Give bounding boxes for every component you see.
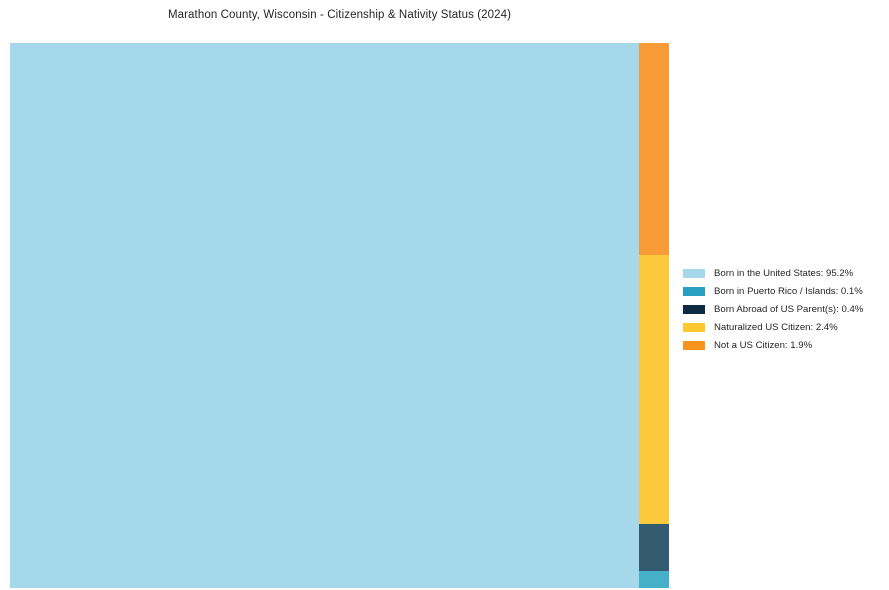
legend-swatch-icon [683, 304, 705, 314]
treemap-tile-born-abroad-of-us-parents[interactable]: Born Abroad of US Parent(s) [639, 524, 669, 571]
treemap-tile-not-a-us-citizen[interactable]: Not a US Citizen [639, 43, 669, 255]
legend-item-label: Not a US Citizen: 1.9% [714, 339, 813, 351]
legend-swatch-icon [683, 340, 705, 350]
page-title: Marathon County, Wisconsin - Citizenship… [167, 9, 512, 21]
legend-item-born-abroad-of-us-parents[interactable]: Born Abroad of US Parent(s): 0.4% [683, 300, 879, 318]
legend-item-label: Born in Puerto Rico / Islands: 0.1% [714, 285, 863, 297]
treemap-tile-naturalized-us-citizen[interactable]: Naturalized US Citizen [639, 255, 669, 524]
treemap-tile-born-in-puerto-rico-islands[interactable]: Born in Puerto Rico / Islands [639, 571, 669, 588]
treemap-tile-born-in-the-united-states[interactable]: Born in the United States [10, 43, 639, 588]
legend-item-born-in-puerto-rico-islands[interactable]: Born in Puerto Rico / Islands: 0.1% [683, 282, 879, 300]
legend: Born in the United States: 95.2% Born in… [683, 264, 879, 354]
legend-item-label: Born in the United States: 95.2% [714, 267, 854, 279]
legend-item-not-a-us-citizen[interactable]: Not a US Citizen: 1.9% [683, 336, 879, 354]
legend-swatch-icon [683, 286, 705, 296]
legend-item-label: Naturalized US Citizen: 2.4% [714, 321, 838, 333]
legend-item-naturalized-us-citizen[interactable]: Naturalized US Citizen: 2.4% [683, 318, 879, 336]
legend-swatch-icon [683, 268, 705, 278]
legend-item-label: Born Abroad of US Parent(s): 0.4% [714, 303, 864, 315]
treemap-plot-area: Born in the United States Not a US Citiz… [10, 43, 669, 588]
legend-swatch-icon [683, 322, 705, 332]
legend-item-born-in-the-united-states[interactable]: Born in the United States: 95.2% [683, 264, 879, 282]
